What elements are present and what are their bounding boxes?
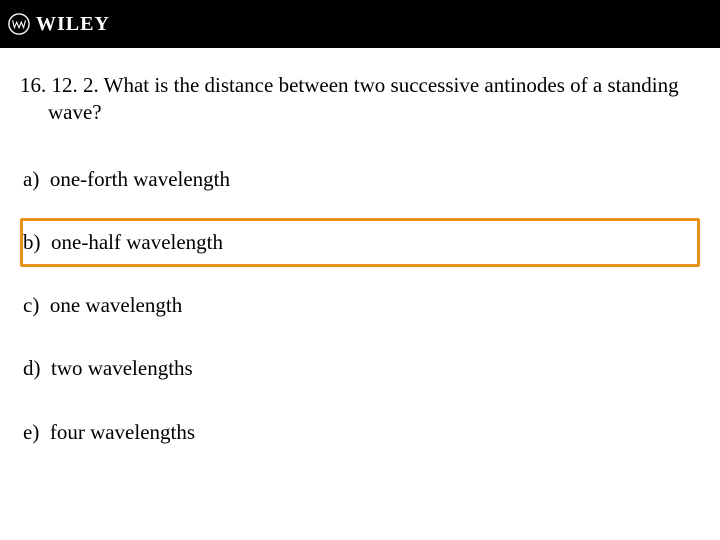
option-d[interactable]: d) two wavelengths (20, 344, 700, 393)
wiley-icon (8, 13, 30, 35)
option-letter: c) (23, 293, 39, 317)
option-text: one-forth wavelength (50, 167, 230, 191)
option-letter: e) (23, 420, 39, 444)
option-b[interactable]: b) one-half wavelength (20, 218, 700, 267)
option-text: one wavelength (50, 293, 182, 317)
question-text: 16. 12. 2. What is the distance between … (20, 72, 700, 127)
options-list: a) one-forth wavelength b) one-half wave… (20, 155, 700, 471)
option-e[interactable]: e) four wavelengths (20, 408, 700, 457)
option-letter: b) (23, 230, 41, 254)
option-text: one-half wavelength (51, 230, 223, 254)
question-number: 16. 12. 2. (20, 73, 99, 97)
question-block: 16. 12. 2. What is the distance between … (20, 72, 700, 127)
option-a[interactable]: a) one-forth wavelength (20, 155, 700, 204)
option-letter: d) (23, 356, 41, 380)
brand-text: WILEY (36, 13, 110, 36)
header-bar: WILEY (0, 0, 720, 48)
option-c[interactable]: c) one wavelength (20, 281, 700, 330)
content-area: 16. 12. 2. What is the distance between … (0, 48, 720, 471)
option-text: two wavelengths (51, 356, 193, 380)
question-body: What is the distance between two success… (48, 73, 679, 124)
option-text: four wavelengths (50, 420, 195, 444)
brand-logo: WILEY (8, 13, 110, 36)
option-letter: a) (23, 167, 39, 191)
